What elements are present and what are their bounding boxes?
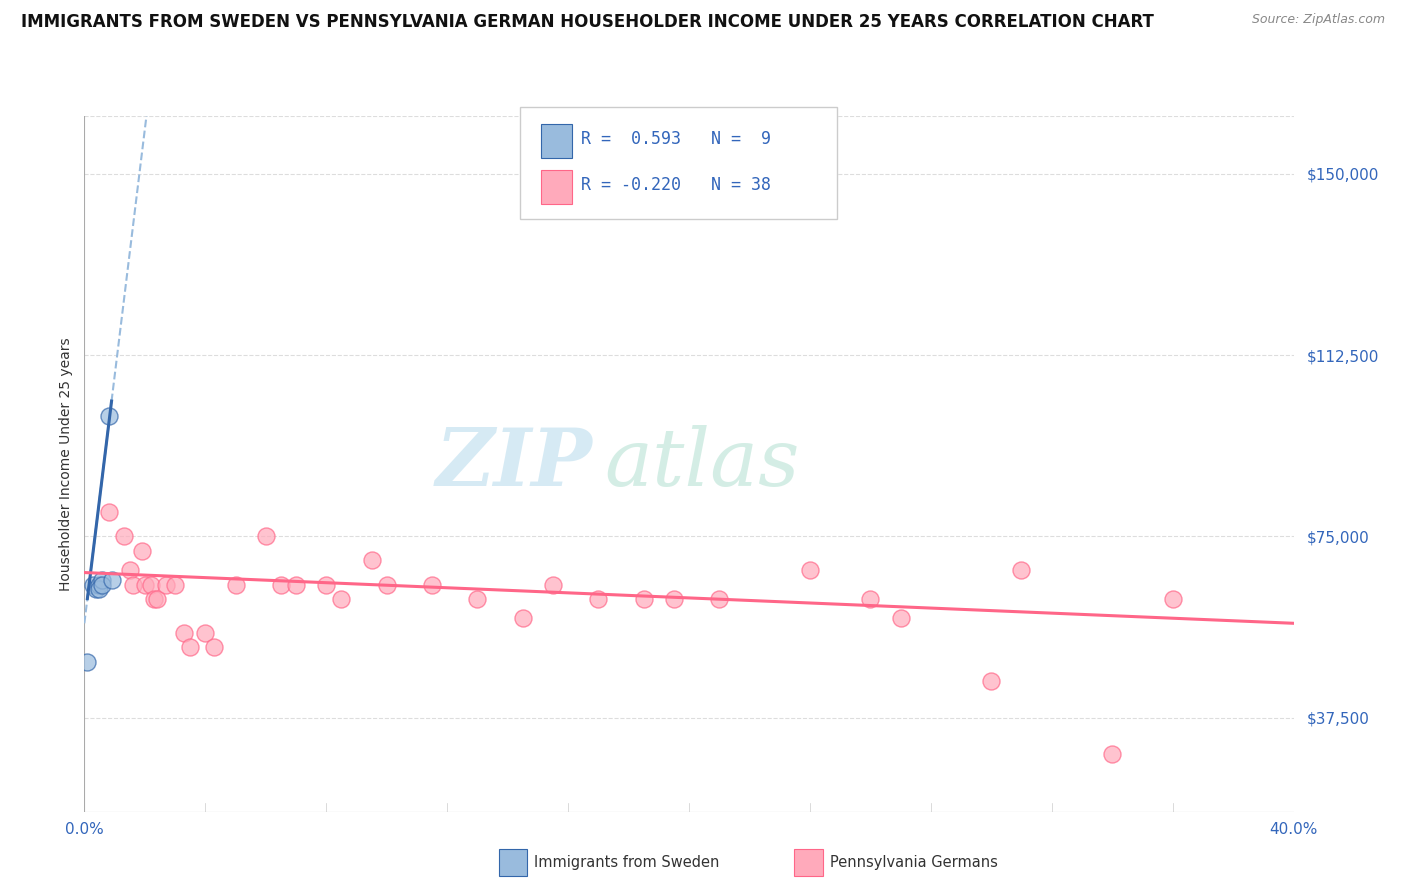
Y-axis label: Householder Income Under 25 years: Householder Income Under 25 years xyxy=(59,337,73,591)
Point xyxy=(121,577,143,591)
Text: Immigrants from Sweden: Immigrants from Sweden xyxy=(534,855,720,870)
Point xyxy=(155,577,177,591)
Point xyxy=(163,577,186,591)
Point xyxy=(82,577,104,591)
Point xyxy=(315,577,337,591)
Text: R = -0.220   N = 38: R = -0.220 N = 38 xyxy=(581,177,770,194)
Point xyxy=(91,577,114,591)
Text: Source: ZipAtlas.com: Source: ZipAtlas.com xyxy=(1251,13,1385,27)
Point xyxy=(588,592,610,607)
Text: Pennsylvania Germans: Pennsylvania Germans xyxy=(830,855,997,870)
Text: atlas: atlas xyxy=(605,425,800,502)
Point xyxy=(1101,747,1123,761)
Point xyxy=(225,577,247,591)
Point xyxy=(76,655,98,669)
Point xyxy=(202,640,225,655)
Point xyxy=(131,543,153,558)
Point xyxy=(1161,592,1184,607)
Point xyxy=(100,573,122,587)
Point xyxy=(330,592,353,607)
Point xyxy=(1010,563,1032,577)
Text: IMMIGRANTS FROM SWEDEN VS PENNSYLVANIA GERMAN HOUSEHOLDER INCOME UNDER 25 YEARS : IMMIGRANTS FROM SWEDEN VS PENNSYLVANIA G… xyxy=(21,13,1154,31)
Point xyxy=(97,409,120,423)
Point xyxy=(97,505,120,519)
Point xyxy=(284,577,308,591)
Point xyxy=(360,553,382,567)
Point xyxy=(633,592,655,607)
Point xyxy=(890,611,912,625)
Point xyxy=(799,563,821,577)
Point xyxy=(142,592,165,607)
Point xyxy=(270,577,292,591)
Point xyxy=(139,577,162,591)
Point xyxy=(134,577,156,591)
Point xyxy=(859,592,882,607)
Point xyxy=(179,640,201,655)
Point xyxy=(86,582,108,597)
Point xyxy=(173,626,195,640)
Point xyxy=(89,577,111,591)
Point xyxy=(118,563,141,577)
Point xyxy=(467,592,489,607)
Point xyxy=(375,577,398,591)
Point xyxy=(420,577,443,591)
Point xyxy=(112,529,135,543)
Point xyxy=(91,573,114,587)
Point xyxy=(662,592,685,607)
Point xyxy=(254,529,277,543)
Point xyxy=(709,592,731,607)
Point xyxy=(541,577,564,591)
Point xyxy=(194,626,217,640)
Point xyxy=(512,611,534,625)
Point xyxy=(146,592,169,607)
Text: R =  0.593   N =  9: R = 0.593 N = 9 xyxy=(581,130,770,148)
Point xyxy=(89,582,111,597)
Text: ZIP: ZIP xyxy=(436,425,592,502)
Point xyxy=(980,674,1002,689)
